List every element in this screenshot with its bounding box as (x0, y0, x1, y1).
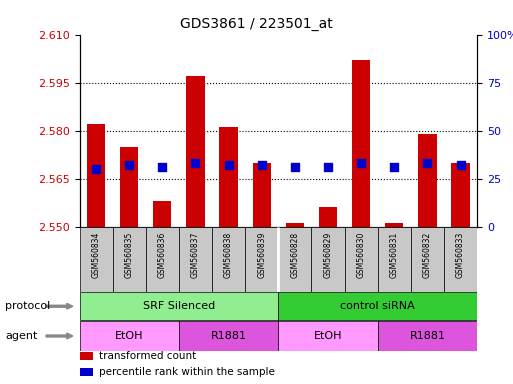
Bar (278, 293, 477, 320)
Bar (212, 227, 245, 292)
Text: SRF Silenced: SRF Silenced (143, 301, 215, 311)
Text: EtOH: EtOH (314, 331, 342, 341)
Text: percentile rank within the sample: percentile rank within the sample (100, 367, 275, 377)
Text: R1881: R1881 (211, 331, 247, 341)
Text: GSM560836: GSM560836 (158, 232, 167, 278)
Point (457, 162, 465, 168)
Bar (385, 223, 403, 227)
Bar (153, 201, 171, 227)
Bar (80, 227, 113, 292)
Bar (286, 223, 304, 227)
Bar (186, 76, 205, 227)
Text: GSM560828: GSM560828 (290, 232, 300, 278)
Bar (113, 227, 146, 292)
Text: GSM560838: GSM560838 (224, 232, 233, 278)
Point (225, 162, 233, 168)
Bar (80, 352, 93, 360)
Bar (378, 321, 477, 351)
Bar (179, 227, 212, 292)
Point (92, 166, 100, 172)
Bar (220, 127, 238, 227)
Text: GSM560835: GSM560835 (125, 232, 134, 278)
Bar (411, 227, 444, 292)
Bar (80, 321, 179, 351)
Text: R1881: R1881 (409, 331, 445, 341)
Bar (278, 227, 311, 292)
Bar (352, 60, 370, 227)
Text: agent: agent (5, 331, 37, 341)
Bar (80, 368, 93, 376)
Text: GSM560831: GSM560831 (390, 232, 399, 278)
Text: GSM560837: GSM560837 (191, 232, 200, 278)
Point (390, 164, 399, 170)
Text: EtOH: EtOH (115, 331, 144, 341)
Bar (378, 227, 411, 292)
Bar (444, 227, 477, 292)
Point (291, 164, 299, 170)
Bar (120, 147, 139, 227)
Point (125, 162, 133, 168)
Point (357, 160, 365, 166)
Bar (245, 227, 278, 292)
Text: GSM560834: GSM560834 (92, 232, 101, 278)
Bar (146, 227, 179, 292)
Bar (311, 227, 345, 292)
Bar (319, 207, 337, 227)
Bar (418, 134, 437, 227)
Text: control siRNA: control siRNA (340, 301, 415, 311)
Bar (278, 321, 378, 351)
Bar (451, 162, 469, 227)
Text: GSM560833: GSM560833 (456, 232, 465, 278)
Point (258, 162, 266, 168)
Text: transformed count: transformed count (100, 351, 196, 361)
Text: GSM560830: GSM560830 (357, 232, 366, 278)
Bar (179, 321, 278, 351)
Bar (87, 124, 105, 227)
Bar (252, 162, 271, 227)
Point (158, 164, 166, 170)
Bar (345, 227, 378, 292)
Text: protocol: protocol (5, 301, 50, 311)
Point (324, 164, 332, 170)
Text: GSM560832: GSM560832 (423, 232, 432, 278)
Text: GDS3861 / 223501_at: GDS3861 / 223501_at (180, 17, 333, 31)
Text: GSM560829: GSM560829 (324, 232, 332, 278)
Point (191, 160, 200, 166)
Bar (80, 293, 278, 320)
Point (423, 160, 431, 166)
Text: GSM560839: GSM560839 (257, 232, 266, 278)
